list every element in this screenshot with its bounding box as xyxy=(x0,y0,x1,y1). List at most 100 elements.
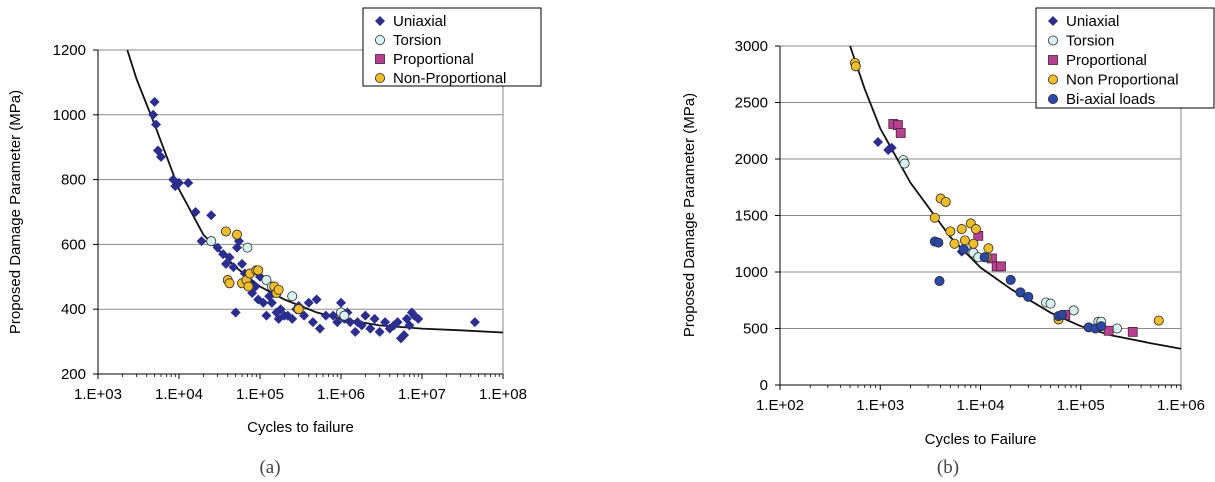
data-point xyxy=(399,330,410,341)
data-point xyxy=(307,317,318,328)
y-tick-label: 1200 xyxy=(53,42,86,59)
data-point xyxy=(1096,321,1107,332)
series-bi-axial-loads xyxy=(929,236,1107,334)
data-point xyxy=(895,128,906,138)
legend-label: Torsion xyxy=(1066,33,1114,50)
y-tick-label: 0 xyxy=(760,377,768,394)
data-point xyxy=(287,313,298,324)
legend-marker xyxy=(1048,16,1058,26)
data-point xyxy=(190,207,201,217)
data-point xyxy=(242,242,253,253)
data-point xyxy=(231,229,242,240)
series-torsion xyxy=(206,236,350,321)
data-point xyxy=(237,258,248,269)
data-point xyxy=(983,243,994,254)
y-tick-label: 600 xyxy=(61,236,86,253)
data-point xyxy=(956,224,967,235)
data-point xyxy=(850,61,861,72)
data-point xyxy=(206,210,217,221)
data-point xyxy=(328,310,339,321)
data-point xyxy=(350,326,361,337)
data-point xyxy=(174,177,184,188)
data-point xyxy=(356,320,367,331)
data-point xyxy=(413,313,424,324)
data-point xyxy=(345,317,356,328)
y-axis-label: Proposed Damage Parameter (MPa) xyxy=(681,93,698,337)
data-point xyxy=(1127,326,1138,337)
data-point xyxy=(224,252,235,263)
data-point xyxy=(1103,325,1114,336)
data-point xyxy=(261,275,272,286)
panel-label: (b) xyxy=(937,457,959,478)
series-non-proportional xyxy=(850,57,1164,326)
y-tick-label: 800 xyxy=(61,172,86,189)
legend-marker xyxy=(374,35,385,46)
legend-marker xyxy=(1048,74,1059,85)
legend-marker xyxy=(375,16,385,26)
y-tick-label: 400 xyxy=(61,301,86,318)
legend-label: Uniaxial xyxy=(1066,13,1119,30)
y-axis-label: Proposed Damage Parameter (MPa) xyxy=(7,90,24,334)
panel-label: (a) xyxy=(259,457,280,478)
series-proportional xyxy=(888,119,1138,337)
x-tick-label: 1.E+05 xyxy=(236,386,284,403)
data-point xyxy=(148,109,159,120)
data-point xyxy=(369,313,380,324)
fit-curve xyxy=(849,45,1182,350)
legend-marker xyxy=(1048,55,1058,65)
data-point xyxy=(1045,298,1056,309)
data-point xyxy=(1153,315,1164,326)
legend-label: Non-Proportional xyxy=(393,70,506,87)
data-point xyxy=(899,158,910,169)
data-point xyxy=(261,310,272,321)
y-tick-label: 500 xyxy=(743,321,768,338)
data-point xyxy=(275,304,286,315)
data-point xyxy=(339,310,350,321)
legend-label: Torsion xyxy=(393,32,441,49)
y-tick-label: 2000 xyxy=(735,151,768,168)
data-point xyxy=(224,278,235,289)
data-point xyxy=(266,297,277,308)
y-tick-label: 2500 xyxy=(735,95,768,112)
data-point xyxy=(314,323,325,334)
data-point xyxy=(336,297,346,308)
legend xyxy=(362,7,542,87)
data-point xyxy=(873,137,884,148)
data-point xyxy=(253,265,264,276)
data-point xyxy=(949,238,960,249)
y-tick-label: 1500 xyxy=(735,208,768,225)
data-point xyxy=(311,294,322,305)
data-point xyxy=(303,297,314,308)
data-point xyxy=(183,177,194,188)
data-point xyxy=(1005,274,1016,285)
legend-label: Proportional xyxy=(1066,52,1147,69)
legend-label: Non Proportional xyxy=(1066,72,1179,89)
data-point xyxy=(933,237,944,248)
x-tick-label: 1.E+05 xyxy=(1057,397,1105,414)
legend-marker xyxy=(1048,35,1059,46)
data-point xyxy=(243,281,254,292)
data-point xyxy=(332,317,343,328)
data-point xyxy=(1112,323,1123,334)
fit-curve xyxy=(126,49,504,334)
data-point xyxy=(212,242,223,253)
data-point xyxy=(958,244,969,255)
chart-panel-b: 0 500 1000 1500 2000 2500 3000 1.E+02 1.E+03 1.E+… xyxy=(681,7,1215,478)
x-tick-label: 1.E+07 xyxy=(398,386,446,403)
y-tick-label: 200 xyxy=(61,366,86,383)
data-point xyxy=(250,281,261,292)
data-point xyxy=(293,304,304,315)
data-point xyxy=(374,326,385,337)
data-point xyxy=(365,323,376,334)
legend-marker xyxy=(1048,94,1059,105)
series-non-proportional xyxy=(220,226,304,315)
legend-marker xyxy=(374,73,385,84)
x-axis-label: Cycles to Failure xyxy=(925,431,1037,448)
y-tick-label: 1000 xyxy=(53,107,86,124)
data-point xyxy=(220,226,231,237)
x-tick-label: 1.E+04 xyxy=(957,397,1005,414)
data-point xyxy=(404,320,415,331)
data-point xyxy=(979,252,990,263)
x-tick-label: 1.E+08 xyxy=(479,386,527,403)
data-point xyxy=(934,276,945,287)
